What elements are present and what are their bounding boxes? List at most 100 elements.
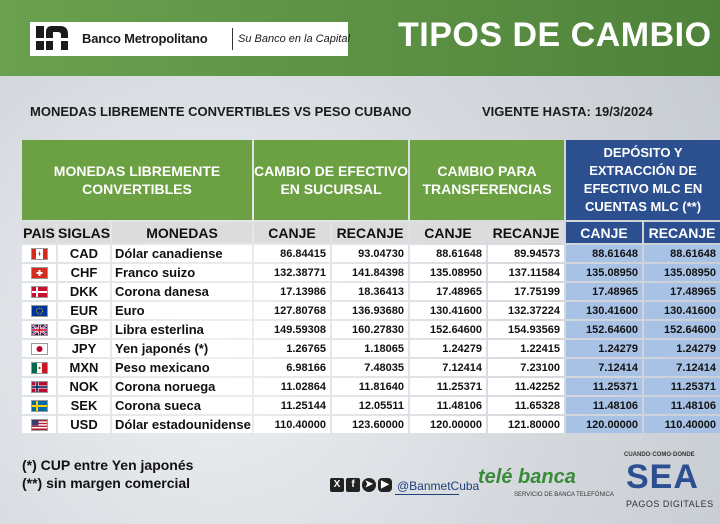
transfer-canje-value: 11.48106 [410,397,487,414]
mlc-recanje-value: 11.48106 [644,397,720,414]
handle-underline [395,494,459,495]
mlc-recanje-value: 110.40000 [644,416,720,433]
transfer-canje-value: 130.41600 [410,302,487,319]
group-header-transfers: CAMBIO PARA TRANSFERENCIAS [410,140,565,220]
transfer-canje-value: 88.61648 [410,245,487,262]
transfer-recanje-value: 154.93569 [488,321,565,338]
currency-name: Peso mexicano [112,359,253,376]
cash-canje-value: 110.40000 [254,416,331,433]
youtube-icon[interactable]: ▶ [378,478,392,492]
transfer-recanje-value: 7.23100 [488,359,565,376]
mlc-canje-value: 11.25371 [566,378,643,395]
validity-date: 19/3/2024 [594,104,653,119]
currency-code: CAD [58,245,110,262]
table-row: GBP Libra esterlina 149.59308 160.27830 … [22,321,720,338]
sweden-flag-icon [30,400,48,413]
transfer-recanje-value: 1.22415 [488,340,565,357]
transfer-recanje-value: 11.65328 [488,397,565,414]
mexico-flag-icon [30,362,48,375]
header-bar [0,0,720,76]
group-header-currencies: MONEDAS LIBREMENTE CONVERTIBLES [22,140,253,220]
col-header-transfer-canje: CANJE [410,222,487,243]
mlc-recanje-value: 135.08950 [644,264,720,281]
mlc-recanje-value: 130.41600 [644,302,720,319]
cash-canje-value: 132.38771 [254,264,331,281]
cash-recanje-value: 160.27830 [332,321,409,338]
x-icon[interactable]: X [330,478,344,492]
currency-name: Yen japonés (*) [112,340,253,357]
telegram-icon[interactable]: ➤ [362,478,376,492]
table-row: SEK Corona sueca 11.25144 12.05511 11.48… [22,397,720,414]
cash-recanje-value: 123.60000 [332,416,409,433]
currency-code: NOK [58,378,110,395]
mlc-recanje-value: 7.12414 [644,359,720,376]
cash-recanje-value: 93.04730 [332,245,409,262]
usa-flag-icon [30,419,48,432]
col-header-mlc-recanje: RECANJE [644,222,720,243]
mlc-recanje-value: 1.24279 [644,340,720,357]
cash-recanje-value: 7.48035 [332,359,409,376]
transfer-recanje-value: 11.42252 [488,378,565,395]
bank-logo-icon [34,26,70,50]
page-title: TIPOS DE CAMBIO [398,16,712,54]
sea-tagline-top: CUANDO·COMO·DONDE [624,452,695,458]
bank-slogan: Su Banco en la Capital [238,33,350,45]
mlc-canje-value: 7.12414 [566,359,643,376]
currency-code: EUR [58,302,110,319]
telebanca-tagline: SERVICIO DE BANCA TELEFÓNICA [514,492,614,498]
cash-canje-value: 11.02864 [254,378,331,395]
table-row: JPY Yen japonés (*) 1.26765 1.18065 1.24… [22,340,720,357]
currency-code: MXN [58,359,110,376]
cash-recanje-value: 18.36413 [332,283,409,300]
mlc-canje-value: 135.08950 [566,264,643,281]
currency-code: CHF [58,264,110,281]
transfer-recanje-value: 137.11584 [488,264,565,281]
currency-name: Dólar estadounidense [112,416,253,433]
currency-name: Euro [112,302,253,319]
social-handle[interactable]: @BanmetCuba [397,479,480,493]
mlc-canje-value: 1.24279 [566,340,643,357]
transfer-canje-value: 7.12414 [410,359,487,376]
canada-flag-icon [30,248,48,261]
cash-recanje-value: 12.05511 [332,397,409,414]
col-header-monedas: MONEDAS [112,222,253,243]
table-row: CAD Dólar canadiense 86.84415 93.04730 8… [22,245,720,262]
col-header-cash-recanje: RECANJE [332,222,409,243]
table-row: MXN Peso mexicano 6.98166 7.48035 7.1241… [22,359,720,376]
denmark-flag-icon [30,286,48,299]
mlc-canje-value: 130.41600 [566,302,643,319]
cash-canje-value: 127.80768 [254,302,331,319]
cash-canje-value: 11.25144 [254,397,331,414]
col-header-siglas: SIGLAS [58,222,110,243]
mlc-canje-value: 152.64600 [566,321,643,338]
transfer-canje-value: 1.24279 [410,340,487,357]
sea-logo: SEA [626,458,699,496]
currency-name: Dólar canadiense [112,245,253,262]
facebook-icon[interactable]: f [346,478,360,492]
col-header-transfer-recanje: RECANJE [488,222,565,243]
currency-name: Corona noruega [112,378,253,395]
telebanca-logo: telé banca [478,466,576,488]
mlc-recanje-value: 11.25371 [644,378,720,395]
col-header-pais: PAIS [22,222,56,243]
transfer-canje-value: 120.00000 [410,416,487,433]
table-subtitle: MONEDAS LIBREMENTE CONVERTIBLES VS PESO … [30,104,412,119]
cash-canje-value: 86.84415 [254,245,331,262]
mlc-recanje-value: 88.61648 [644,245,720,262]
currency-code: GBP [58,321,110,338]
table-row: DKK Corona danesa 17.13986 18.36413 17.4… [22,283,720,300]
cash-canje-value: 17.13986 [254,283,331,300]
currency-code: DKK [58,283,110,300]
currency-name: Franco suizo [112,264,253,281]
transfer-recanje-value: 89.94573 [488,245,565,262]
cash-recanje-value: 136.93680 [332,302,409,319]
col-header-cash-canje: CANJE [254,222,331,243]
footnote-mlc: (**) sin margen comercial [22,475,191,491]
cash-canje-value: 149.59308 [254,321,331,338]
mlc-recanje-value: 17.48965 [644,283,720,300]
bank-name: Banco Metropolitano [82,31,208,46]
bank-logo-box [30,22,348,56]
col-header-mlc-canje: CANJE [566,222,643,243]
cash-canje-value: 1.26765 [254,340,331,357]
transfer-recanje-value: 132.37224 [488,302,565,319]
